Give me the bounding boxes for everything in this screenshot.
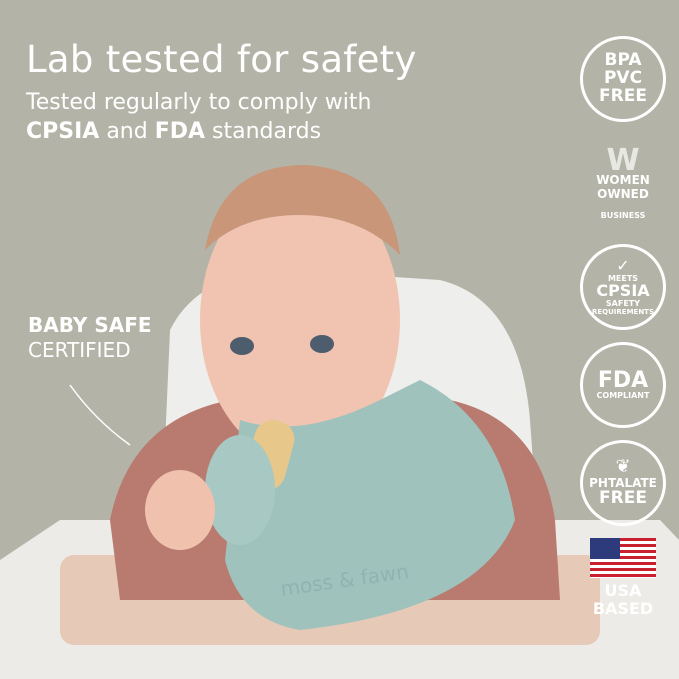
badge-text: USA bbox=[604, 581, 642, 600]
subheadline: Tested regularly to comply with CPSIA an… bbox=[26, 88, 371, 146]
badge-text: PVC bbox=[603, 68, 643, 89]
badge-text: FREE bbox=[599, 487, 647, 508]
headline: Lab tested for safety bbox=[26, 38, 417, 81]
phthalate-free-badge: ❦ PHTALATE FREE bbox=[580, 440, 666, 526]
w-logo-icon: W bbox=[606, 142, 640, 178]
callout-line2: CERTIFIED bbox=[28, 338, 131, 362]
badge-column: BPA PVC FREE W WOMEN OWNED BUSINESS ✓ ME… bbox=[578, 36, 668, 618]
fda-badge: FDA COMPLIANT bbox=[580, 342, 666, 428]
and-text: and bbox=[99, 119, 155, 144]
callout-line1: BABY SAFE bbox=[28, 313, 152, 337]
usa-based-badge: USA BASED bbox=[578, 538, 668, 618]
badge-text: COMPLIANT bbox=[596, 391, 650, 401]
badge-text: BASED bbox=[592, 599, 654, 618]
badge-text: WOMEN bbox=[596, 172, 650, 187]
fda-text: FDA bbox=[154, 119, 206, 144]
badge-text: MEETS bbox=[607, 273, 639, 283]
women-owned-badge: W WOMEN OWNED BUSINESS bbox=[578, 134, 668, 234]
badge-text: SAFETY bbox=[605, 299, 641, 309]
checkmark-icon: ✓ bbox=[616, 256, 630, 276]
standards-text: standards bbox=[205, 119, 322, 144]
badge-text: OWNED bbox=[597, 186, 649, 201]
baby-safe-callout: BABY SAFE CERTIFIED bbox=[28, 313, 152, 363]
badge-text: BPA bbox=[604, 50, 642, 71]
cpsia-text: CPSIA bbox=[26, 119, 100, 144]
sub-line1: Tested regularly to comply with bbox=[26, 90, 372, 115]
badge-text: BUSINESS bbox=[600, 210, 646, 220]
us-flag-icon bbox=[590, 538, 656, 578]
bpa-free-badge: BPA PVC FREE bbox=[580, 36, 666, 122]
badge-text: PHTALATE bbox=[589, 476, 657, 491]
leaf-icon: ❦ bbox=[615, 456, 631, 478]
cpsia-badge: ✓ MEETS CPSIA SAFETY REQUIREMENTS bbox=[580, 244, 666, 330]
badge-text: REQUIREMENTS bbox=[591, 307, 654, 316]
badge-text: CPSIA bbox=[596, 281, 650, 301]
badge-text: FREE bbox=[599, 85, 647, 106]
fda-logo: FDA bbox=[597, 368, 649, 394]
